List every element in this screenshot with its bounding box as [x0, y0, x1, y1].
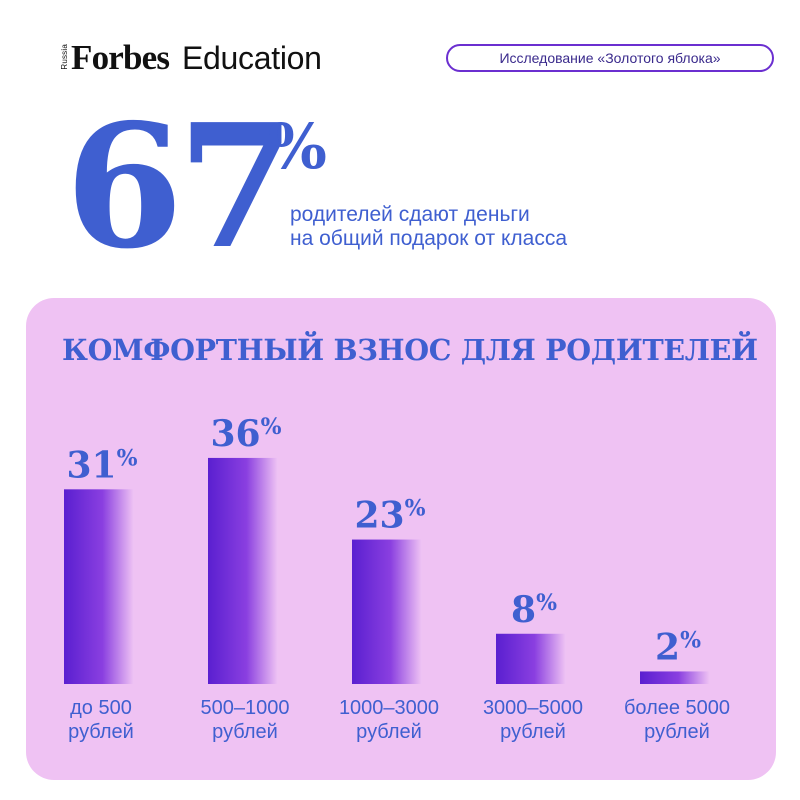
study-source-badge: Исследование «Золотого яблока»	[446, 44, 774, 72]
category-label-4-line-0: более 5000	[624, 697, 730, 719]
bar-value-label-3: 8%	[511, 589, 557, 631]
bar-1	[208, 457, 278, 684]
logo-education-wordmark: Education	[182, 40, 322, 76]
category-label-0-line-0: до 500	[70, 697, 132, 719]
category-label-4-line-1: рублей	[644, 721, 710, 743]
bar-value-label-2: 23%	[354, 495, 425, 537]
headline-text-line-2: на общий подарок от класса	[290, 227, 567, 250]
bar-0	[64, 489, 134, 684]
headline-value: 67	[65, 87, 296, 287]
chart-title: КОМФОРТНЫЙ ВЗНОС ДЛЯ РОДИТЕЛЕЙ	[62, 333, 758, 367]
chart-panel	[26, 298, 776, 780]
category-label-2-line-0: 1000–3000	[339, 697, 439, 719]
bar-value-label-4: 2%	[655, 626, 701, 668]
bar-2	[352, 539, 422, 684]
bar-3	[496, 633, 566, 684]
category-label-3-line-1: рублей	[500, 721, 566, 743]
bar-4	[640, 671, 710, 684]
headline-text-line-1: родителей сдают деньги	[290, 203, 530, 226]
logo-forbes-wordmark: Forbes	[71, 38, 170, 77]
headline-percent-sign: %	[268, 110, 327, 183]
category-label-3-line-0: 3000–5000	[483, 697, 583, 719]
category-label-1-line-0: 500–1000	[201, 697, 290, 719]
category-label-1-line-1: рублей	[212, 721, 278, 743]
bar-value-label-0: 31%	[66, 444, 137, 486]
category-label-2-line-1: рублей	[356, 721, 422, 743]
bar-value-label-1: 36%	[210, 413, 281, 455]
category-label-0-line-1: рублей	[68, 721, 134, 743]
